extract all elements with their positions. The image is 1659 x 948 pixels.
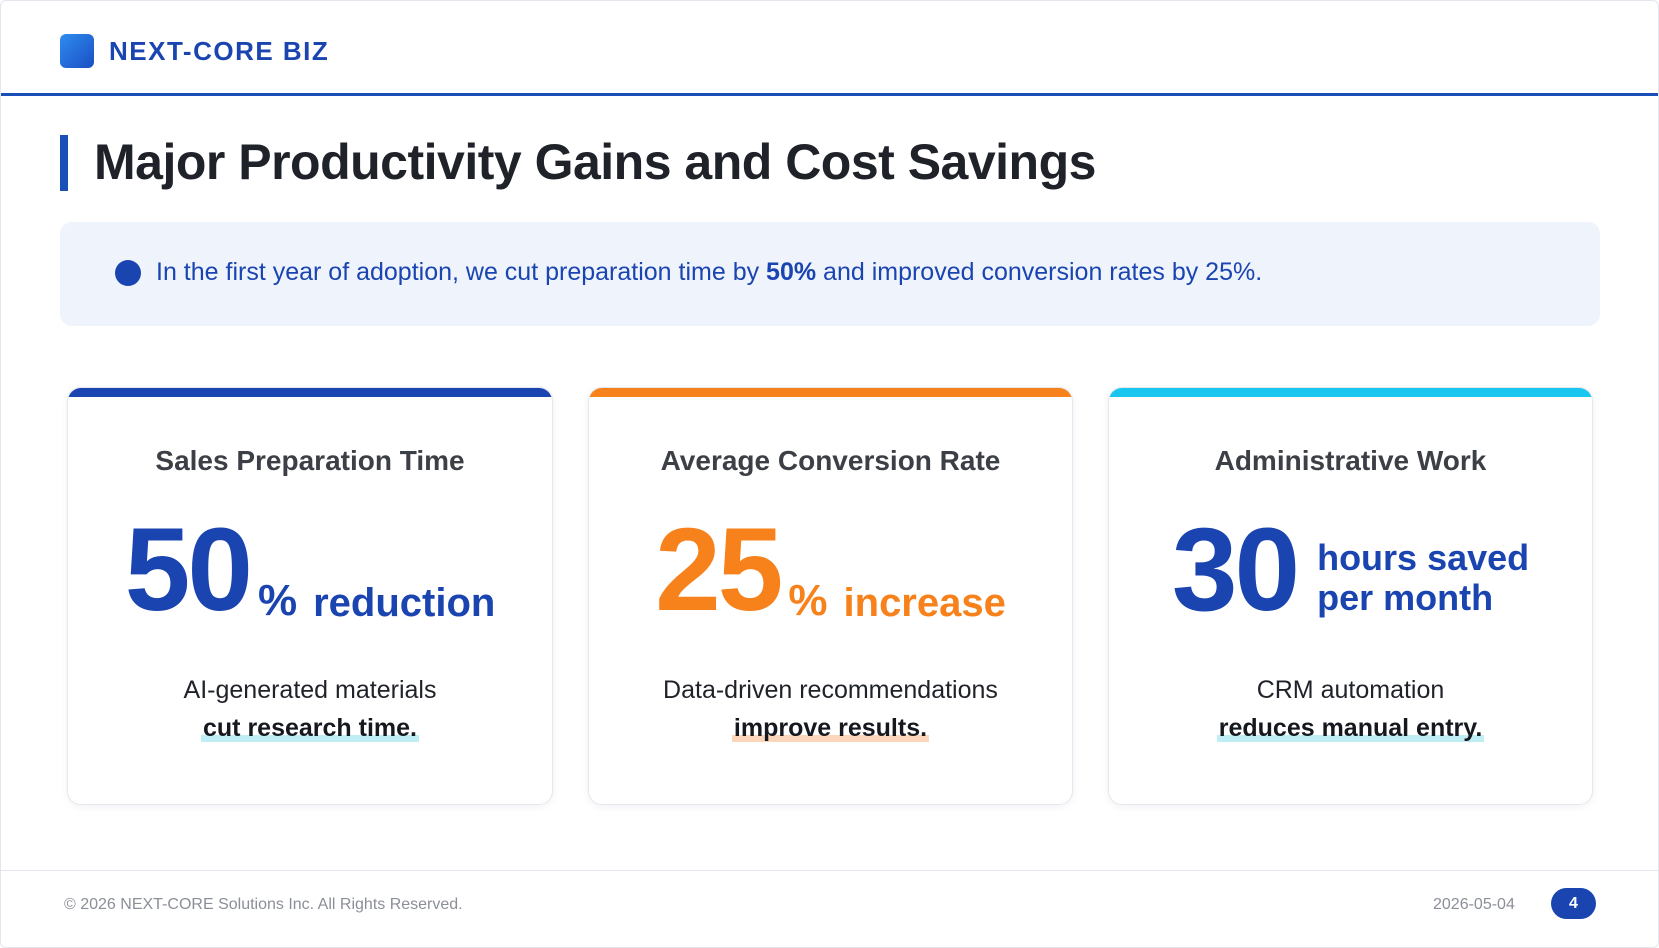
- metric-qualifier: reduction: [313, 580, 496, 625]
- summary-text-after: and improved conversion rates by 25%.: [816, 258, 1263, 286]
- footer-divider: [1, 870, 1658, 871]
- card-description: Data-driven recommendations: [663, 676, 998, 704]
- metric-number: 50: [124, 504, 253, 636]
- metric-card-sales-prep: Sales Preparation Time 50 % reduction AI…: [67, 387, 553, 805]
- card-highlight-line: cut research time.: [68, 714, 552, 743]
- page-title: Major Productivity Gains and Cost Saving…: [94, 134, 1096, 190]
- card-accent-bar: [68, 388, 552, 397]
- square-logo-icon: [60, 34, 94, 68]
- title-accent-bar: [60, 135, 68, 191]
- brand-name: NEXT-CORE BIZ: [109, 36, 330, 66]
- summary-text-before: In the first year of adoption, we cut pr…: [156, 258, 767, 286]
- card-highlight-line: reduces manual entry.: [1109, 714, 1592, 743]
- highlighted-text: improve results.: [731, 714, 930, 742]
- metric-card-admin-work: Administrative Work 30 hours saved per m…: [1108, 387, 1593, 805]
- card-title: Sales Preparation Time: [155, 445, 465, 476]
- card-accent-bar: [589, 388, 1072, 397]
- metric-qualifier: increase: [843, 580, 1006, 625]
- summary-text-strong: 50%: [766, 258, 817, 286]
- card-highlight-line: improve results.: [589, 714, 1072, 743]
- footer-date: 2026-05-04: [1433, 896, 1515, 913]
- metric-qualifier-line2: per month: [1317, 577, 1494, 619]
- metric-value-group: 50 % reduction: [68, 504, 552, 636]
- metric-qualifier: hours saved per month: [1317, 536, 1530, 619]
- metric-number: 25: [655, 504, 783, 636]
- card-title: Administrative Work: [1214, 445, 1487, 476]
- metric-value-group: 30 hours saved per month: [1109, 504, 1592, 636]
- metric-qualifier-line1: hours saved: [1317, 536, 1530, 578]
- summary-text: In the first year of adoption, we cut pr…: [156, 258, 1262, 287]
- card-accent-bar: [1109, 388, 1592, 397]
- summary-box: In the first year of adoption, we cut pr…: [60, 222, 1600, 326]
- highlighted-text: reduces manual entry.: [1216, 714, 1485, 742]
- card-description: AI-generated materials: [183, 676, 437, 704]
- card-description: CRM automation: [1256, 676, 1445, 704]
- metric-value-group: 25 % increase: [589, 504, 1072, 636]
- metric-unit: %: [257, 575, 298, 625]
- circle-bullet-icon: [115, 260, 141, 286]
- metric-card-conversion: Average Conversion Rate 25 % increase Da…: [588, 387, 1073, 805]
- header: NEXT-CORE BIZ: [1, 1, 1658, 96]
- card-title: Average Conversion Rate: [660, 445, 1001, 476]
- highlighted-text: cut research time.: [201, 714, 419, 742]
- page-number-badge: 4: [1551, 888, 1596, 919]
- metric-number: 30: [1171, 504, 1300, 636]
- metric-unit: %: [788, 575, 828, 625]
- copyright-text: © 2026 NEXT-CORE Solutions Inc. All Righ…: [64, 896, 463, 913]
